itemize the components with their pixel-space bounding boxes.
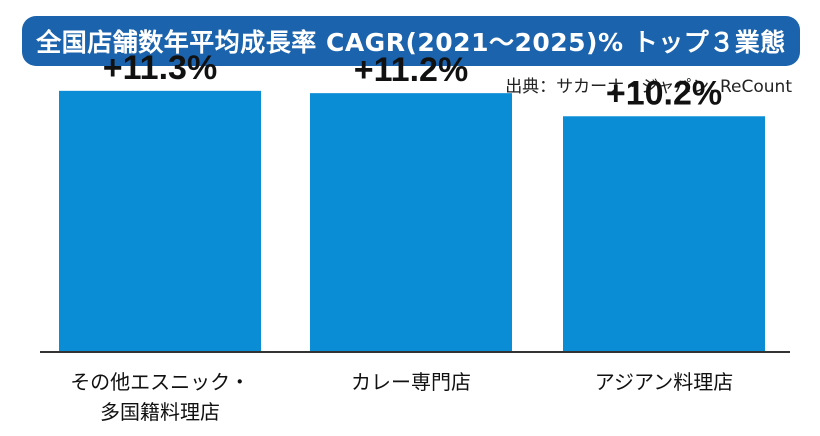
value-label-1: +11.2%: [354, 51, 468, 89]
category-label-0-line-0: その他エスニック・: [70, 370, 250, 394]
category-label-1-line-0: カレー専門店: [351, 370, 471, 394]
category-label-2-line-0: アジアン料理店: [595, 370, 733, 394]
value-label-2: +10.2%: [606, 74, 722, 112]
value-label-0: +11.3%: [103, 49, 217, 87]
chart-title-banner: 全国店舗数年平均成長率 CAGR(2021〜2025)% トップ３業態: [22, 16, 800, 66]
bars-layer: [59, 90, 765, 353]
source-note: 出典：サカーナ・ジャパン, ReCount: [505, 77, 792, 97]
bar-0: [59, 90, 261, 352]
labels-layer: +11.3% その他エスニック・多国籍料理店 +11.2% カレー専門店 +10.2% ア…: [70, 49, 733, 424]
category-label-0-line-1: 多国籍料理店: [100, 400, 220, 424]
bar-2: [563, 116, 765, 353]
bar-1: [310, 93, 512, 353]
chart-title: 全国店舗数年平均成長率 CAGR(2021〜2025)% トップ３業態: [36, 28, 786, 57]
